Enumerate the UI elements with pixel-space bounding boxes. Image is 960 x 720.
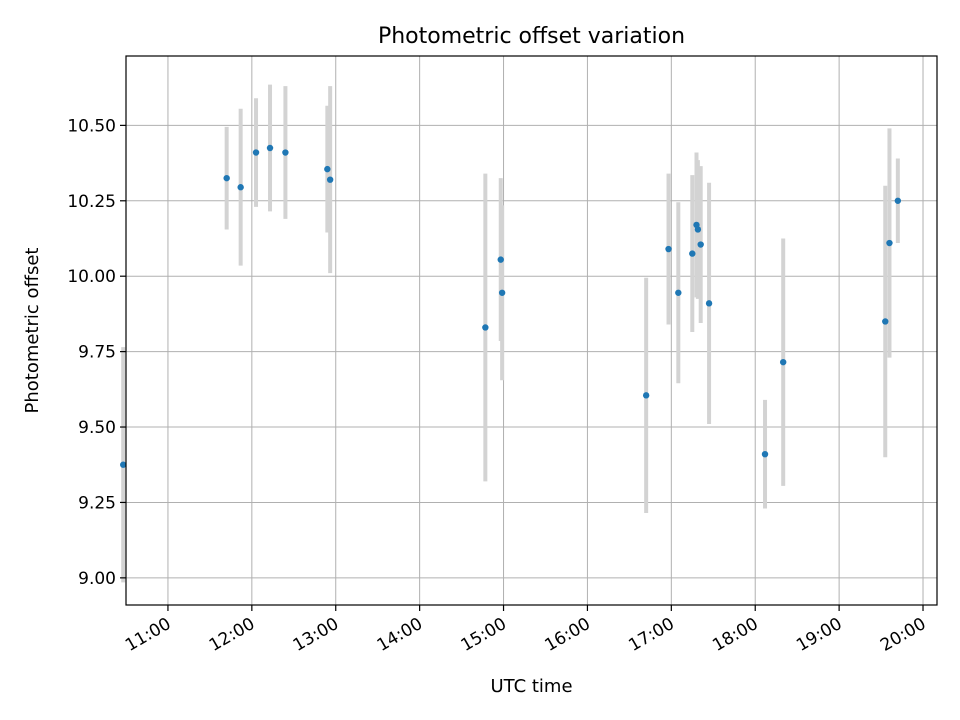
data-point [779,358,787,366]
data-point [223,174,230,182]
chart-title: Photometric offset variation [378,24,685,49]
data-point [498,289,506,296]
y-axis-ticks: 9.00 9.25 9.50 9.75 10.00 10.25 10.50 [67,116,126,589]
y-tick-label: 9.75 [78,343,116,363]
x-axis-label: UTC time [490,676,572,697]
y-tick-label: 9.00 [78,569,116,589]
data-point [252,149,260,156]
y-tick-label: 9.25 [78,493,116,513]
data-point [894,197,902,204]
data-point [642,392,650,399]
y-tick-label: 10.00 [67,267,116,287]
y-tick-label: 10.50 [67,116,116,136]
data-point [482,324,489,331]
data-point [882,318,889,325]
y-tick-label: 10.25 [67,192,116,212]
plot-frame [125,55,938,606]
data-point [761,450,769,458]
grid-lines [126,56,937,605]
data-point [886,239,893,247]
data-point [282,149,289,156]
data-markers [120,144,902,468]
data-point [497,256,504,263]
data-point [120,461,127,468]
data-point [689,250,696,257]
y-tick-label: 9.50 [78,418,116,438]
data-point [326,176,334,183]
data-point [675,289,682,296]
data-point [237,184,244,191]
data-point [697,241,704,248]
data-point [705,300,713,307]
data-point [324,165,331,173]
data-point [694,226,702,233]
y-axis-label: Photometric offset [22,248,43,414]
data-point [665,245,672,253]
data-point [266,144,274,152]
